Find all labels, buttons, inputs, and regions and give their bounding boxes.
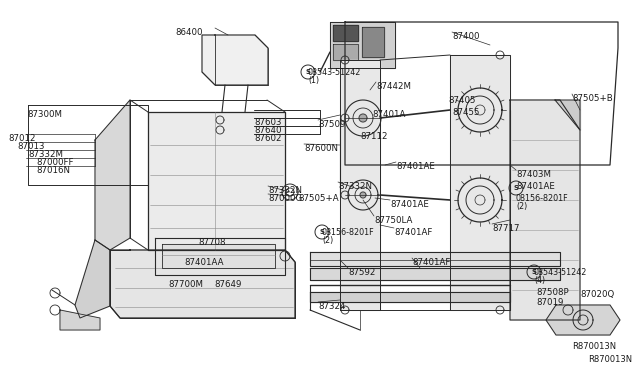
Polygon shape bbox=[310, 292, 510, 302]
Text: 87592: 87592 bbox=[348, 268, 376, 277]
Text: 87013: 87013 bbox=[17, 142, 45, 151]
Text: 86400: 86400 bbox=[175, 28, 202, 37]
Text: 87000G: 87000G bbox=[268, 194, 302, 203]
Text: 87455: 87455 bbox=[452, 108, 479, 117]
Text: 08543-51242: 08543-51242 bbox=[534, 268, 588, 277]
Text: 08156-8201F: 08156-8201F bbox=[322, 228, 374, 237]
Polygon shape bbox=[60, 310, 100, 330]
Text: 87602: 87602 bbox=[254, 134, 282, 143]
Text: 87401A: 87401A bbox=[372, 110, 405, 119]
Text: 87505+B: 87505+B bbox=[572, 94, 612, 103]
Text: 87708: 87708 bbox=[198, 238, 225, 247]
Text: 87603: 87603 bbox=[254, 118, 282, 127]
Text: S: S bbox=[319, 229, 324, 235]
Text: 87640: 87640 bbox=[254, 126, 282, 135]
Polygon shape bbox=[340, 60, 380, 310]
Text: R870013N: R870013N bbox=[572, 342, 616, 351]
Polygon shape bbox=[310, 252, 560, 266]
Polygon shape bbox=[148, 112, 285, 250]
Polygon shape bbox=[330, 22, 395, 68]
Text: 08156-8201F: 08156-8201F bbox=[516, 194, 568, 203]
Text: S: S bbox=[531, 269, 536, 275]
Text: 87324: 87324 bbox=[318, 302, 346, 311]
Text: 87300M: 87300M bbox=[27, 110, 62, 119]
Polygon shape bbox=[162, 244, 275, 268]
Text: 87332M: 87332M bbox=[28, 150, 63, 159]
Text: 87600N: 87600N bbox=[304, 144, 338, 153]
Polygon shape bbox=[360, 192, 366, 198]
Text: 87700M: 87700M bbox=[168, 280, 203, 289]
Text: 87012: 87012 bbox=[8, 134, 35, 143]
Text: 87332N: 87332N bbox=[338, 182, 372, 191]
Polygon shape bbox=[110, 250, 295, 318]
Text: 87508P: 87508P bbox=[536, 288, 568, 297]
Polygon shape bbox=[95, 100, 130, 250]
Text: 87112: 87112 bbox=[360, 132, 387, 141]
Polygon shape bbox=[362, 27, 384, 57]
Polygon shape bbox=[310, 268, 560, 280]
Text: 87649: 87649 bbox=[214, 280, 241, 289]
Text: R870013N: R870013N bbox=[588, 355, 632, 364]
Text: 87000FF: 87000FF bbox=[36, 158, 74, 167]
Text: 87401AA: 87401AA bbox=[184, 258, 223, 267]
Text: 87442M: 87442M bbox=[376, 82, 411, 91]
Polygon shape bbox=[333, 44, 358, 60]
Text: 87401AE: 87401AE bbox=[396, 162, 435, 171]
Text: 87750LA: 87750LA bbox=[374, 216, 412, 225]
Text: S: S bbox=[305, 69, 310, 75]
Polygon shape bbox=[75, 240, 110, 318]
Text: 87509: 87509 bbox=[318, 120, 346, 129]
Text: (4): (4) bbox=[534, 276, 545, 285]
Polygon shape bbox=[450, 55, 510, 310]
Text: (2): (2) bbox=[516, 202, 527, 211]
Polygon shape bbox=[333, 25, 358, 41]
Text: 87717: 87717 bbox=[492, 224, 520, 233]
Text: (1): (1) bbox=[308, 76, 319, 85]
Text: 87405: 87405 bbox=[448, 96, 476, 105]
Text: 87505+A: 87505+A bbox=[298, 194, 339, 203]
Polygon shape bbox=[359, 114, 367, 122]
Text: 08543-51242: 08543-51242 bbox=[308, 68, 362, 77]
Text: 87020Q: 87020Q bbox=[580, 290, 614, 299]
Text: 87016N: 87016N bbox=[36, 166, 70, 175]
Polygon shape bbox=[546, 305, 620, 335]
Text: 87403M: 87403M bbox=[516, 170, 551, 179]
Text: 87401AE: 87401AE bbox=[390, 200, 429, 209]
Text: 87401AF: 87401AF bbox=[412, 258, 451, 267]
Polygon shape bbox=[555, 100, 580, 130]
Text: 87332N: 87332N bbox=[268, 186, 302, 195]
Polygon shape bbox=[202, 35, 268, 85]
Text: 87400: 87400 bbox=[452, 32, 479, 41]
Text: 87401AF: 87401AF bbox=[394, 228, 433, 237]
Text: (2): (2) bbox=[322, 236, 333, 245]
Polygon shape bbox=[510, 100, 580, 320]
Text: 87019: 87019 bbox=[536, 298, 563, 307]
Text: S: S bbox=[513, 185, 518, 191]
Text: 87401AE: 87401AE bbox=[516, 182, 555, 191]
